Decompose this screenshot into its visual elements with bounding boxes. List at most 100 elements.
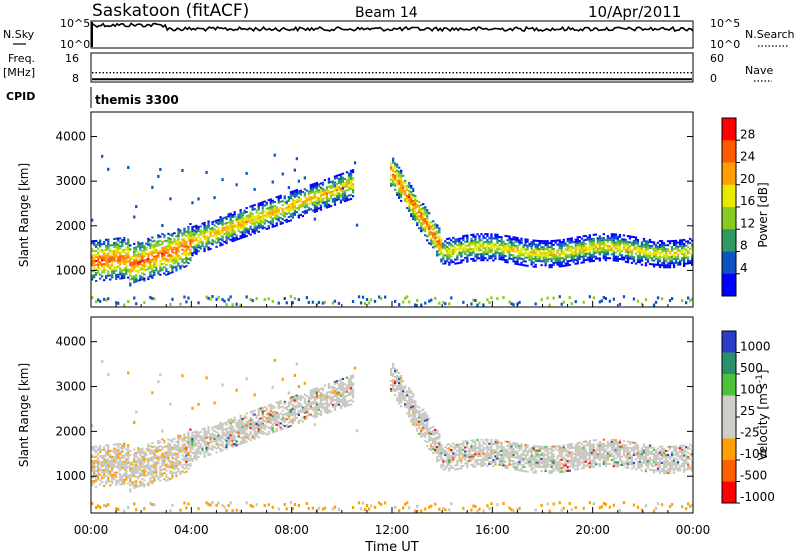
station-title: Saskatoon (fitACF) bbox=[92, 1, 249, 21]
power-cell-1355 bbox=[309, 198, 312, 201]
velocity-cell-1198 bbox=[277, 407, 280, 409]
power-cell-2129 bbox=[486, 298, 489, 302]
velocity-cell-1360 bbox=[309, 391, 312, 394]
velocity-cell-970 bbox=[235, 388, 238, 392]
power-cell-3133 bbox=[683, 255, 686, 257]
velocity-cell-146 bbox=[111, 480, 114, 483]
power-cell-1399 bbox=[315, 184, 318, 186]
power-cell-2878 bbox=[632, 246, 636, 249]
velocity-cell-1479 bbox=[331, 387, 335, 390]
velocity-cell-303 bbox=[131, 463, 134, 466]
power-cell-467 bbox=[153, 239, 156, 242]
velocity-cell-1603 bbox=[369, 504, 373, 508]
power-cell-937 bbox=[231, 240, 234, 243]
power-cell-3044 bbox=[664, 250, 668, 253]
velocity-cell-964 bbox=[235, 432, 238, 435]
velocity-cell-228 bbox=[121, 462, 124, 465]
power-cell-133 bbox=[109, 278, 112, 281]
power-cell-1230 bbox=[285, 218, 288, 221]
power-cell-1955 bbox=[450, 239, 453, 242]
velocity-cell-93 bbox=[103, 458, 106, 461]
power-cell-2710 bbox=[598, 237, 601, 240]
velocity-cell-277 bbox=[127, 448, 130, 451]
power-cell-1041 bbox=[249, 225, 252, 228]
power-cell-828 bbox=[211, 241, 214, 244]
power-cell-797 bbox=[205, 241, 208, 244]
power-cell-856 bbox=[217, 241, 220, 243]
power-cell-1916 bbox=[442, 301, 445, 304]
power-cell-17 bbox=[93, 274, 96, 277]
power-cell-1465 bbox=[329, 197, 333, 200]
velocity-cell-1657 bbox=[398, 384, 401, 387]
power-cell-397 bbox=[143, 245, 146, 248]
power-cell-1630 bbox=[394, 178, 397, 181]
power-cell-2718 bbox=[600, 239, 603, 242]
power-cell-1982 bbox=[458, 253, 461, 256]
power-cell-874 bbox=[219, 220, 222, 223]
velocity-cell-571 bbox=[169, 445, 172, 448]
power-cell-274 bbox=[127, 248, 130, 251]
velocity-cell-1036 bbox=[247, 423, 250, 426]
power-cell-1049 bbox=[249, 298, 252, 301]
power-cell-989 bbox=[239, 217, 242, 220]
power-cell-1717 bbox=[408, 185, 411, 188]
power-cell-345 bbox=[137, 261, 140, 264]
power-cell-2251 bbox=[512, 256, 515, 259]
power-cell-764 bbox=[197, 226, 200, 229]
power-cell-2892 bbox=[636, 261, 640, 263]
velocity-cell-1038 bbox=[247, 419, 250, 422]
power-cell-1319 bbox=[301, 205, 304, 207]
velocity-cell-1462 bbox=[327, 383, 331, 385]
velocity-cell-883 bbox=[221, 433, 224, 436]
power-cell-1726 bbox=[410, 199, 413, 201]
velocity-cell-1205 bbox=[279, 422, 282, 425]
power-cell-2901 bbox=[636, 240, 640, 243]
power-cell-1079 bbox=[255, 217, 258, 220]
power-cell-1994 bbox=[460, 253, 463, 256]
power-ytick-label-4000: 4000 bbox=[55, 130, 86, 144]
power-cell-565 bbox=[169, 256, 172, 258]
power-cell-3161 bbox=[689, 252, 692, 254]
power-cell-943 bbox=[231, 228, 234, 230]
power-cell-1060 bbox=[251, 204, 254, 207]
velocity-cell-481 bbox=[155, 446, 158, 449]
velocity-cell-1228 bbox=[283, 503, 286, 506]
power-cell-1115 bbox=[261, 207, 264, 210]
velocity-cell-1403 bbox=[317, 408, 321, 411]
power-cell-2022 bbox=[466, 250, 469, 253]
power-cell-706 bbox=[189, 253, 192, 256]
power-cell-725 bbox=[191, 234, 194, 237]
power-cell-1697 bbox=[406, 207, 409, 209]
power-cell-1931 bbox=[446, 248, 449, 250]
velocity-cell-921 bbox=[227, 418, 230, 421]
power-cell-1207 bbox=[279, 206, 282, 209]
velocity-cell-1010 bbox=[243, 435, 246, 438]
power-cell-848 bbox=[215, 235, 218, 238]
velocity-cell-1094 bbox=[257, 412, 260, 415]
power-cell-1813 bbox=[424, 214, 427, 217]
velocity-cell-797 bbox=[205, 447, 208, 449]
power-cell-101 bbox=[105, 268, 108, 271]
power-cell-3010 bbox=[658, 248, 662, 250]
power-cell-718 bbox=[191, 254, 194, 257]
power-cell-734 bbox=[193, 245, 196, 248]
velocity-cell-1734 bbox=[412, 421, 415, 424]
velocity-cell-855 bbox=[215, 503, 218, 507]
power-cell-1048 bbox=[249, 205, 252, 208]
power-cell-2095 bbox=[480, 243, 483, 246]
power-cell-807 bbox=[207, 248, 210, 251]
power-cell-1812 bbox=[424, 218, 427, 221]
power-cell-589 bbox=[171, 235, 174, 238]
velocity-cell-1374 bbox=[313, 414, 316, 417]
power-cell-138 bbox=[109, 260, 112, 263]
power-cell-1688 bbox=[404, 199, 407, 202]
power-cell-769 bbox=[199, 241, 202, 244]
velocity-cell-165 bbox=[113, 461, 116, 464]
velocity-cell-1180 bbox=[273, 406, 276, 409]
velocity-cell-1020 bbox=[245, 436, 248, 439]
power-cell-1523 bbox=[339, 183, 343, 186]
power-cell-329 bbox=[135, 264, 138, 267]
power-cell-645 bbox=[179, 302, 182, 306]
power-cell-1692 bbox=[404, 189, 407, 192]
velocity-cell-1143 bbox=[267, 412, 270, 415]
